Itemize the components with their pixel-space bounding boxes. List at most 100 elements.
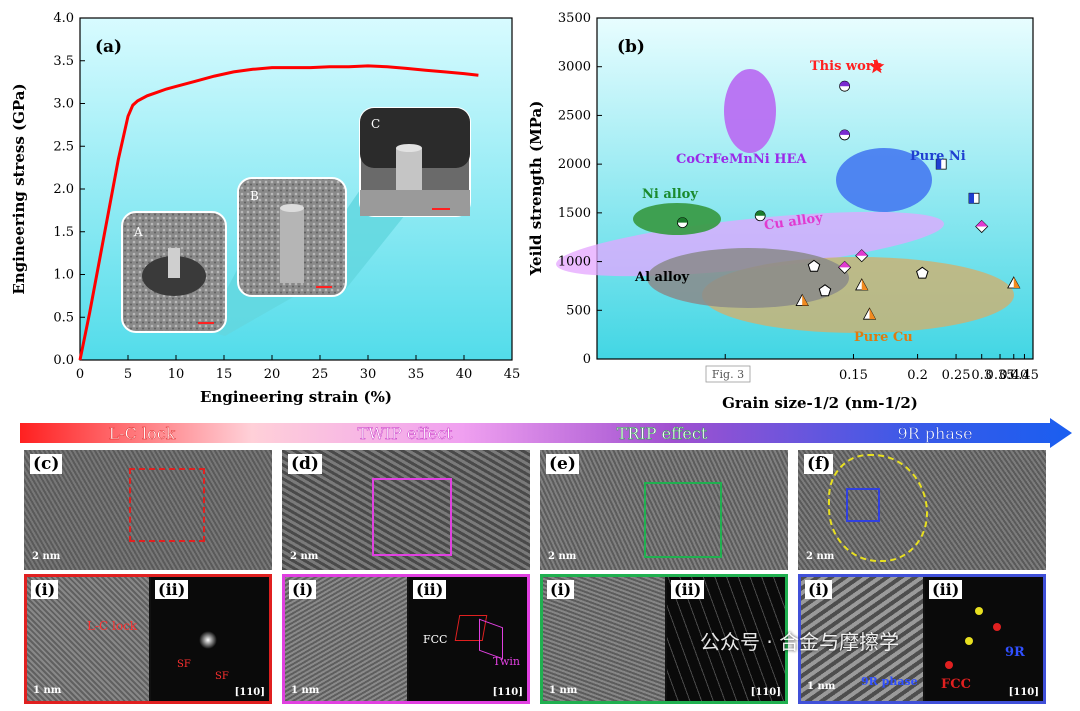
x-axis-label-a: Engineering strain (%) [200,388,392,406]
x-tick-label-a: 5 [124,367,132,382]
inset-panel-f: (i) 9R phase 1 nm (ii) 9R FCC [110] [798,574,1046,704]
twin-label: Twin [493,655,520,668]
x-tick-label-b: 0.25 [942,368,971,383]
inset-panel-e: (i) 1 nm (ii) [110] [540,574,788,704]
label-pure-cu: Pure Cu [854,330,913,345]
fft-c-ii: (ii) SF SF [110] [151,577,269,701]
panel-label-c: (c) [30,454,63,474]
data-point-al-alloy [807,259,821,272]
scale-bar-f-i: 1 nm [807,681,836,692]
label-hea: CoCrFeMnNi HEA [676,152,807,167]
sf-label-2: SF [215,671,229,682]
scale-bar-c-i: 1 nm [33,685,62,696]
band-label-trip: TRIP effect [617,424,708,443]
y-tick-label-a: 2.0 [53,182,74,197]
y-axis-label-b: Yeild strength (MPa) [527,101,545,277]
panel-label-e: (e) [546,454,579,474]
label-this-work: This work [810,59,883,74]
sub-label-e-i: (i) [547,580,575,599]
fcc-label-f: FCC [941,677,971,692]
9r-phase-label: 9R phase [861,675,918,688]
zone-axis-d: [110] [492,687,523,698]
zone-axis-f: [110] [1008,687,1039,698]
tem-image-d: (d) 2 nm [282,450,530,570]
y-tick-label-b: 500 [566,303,591,318]
x-tick-label-b: 0.3 [971,368,992,383]
zone-axis-c: [110] [234,687,265,698]
band-label-twip: TWIP effect [358,424,454,443]
data-point-this-work [869,58,885,74]
yield-strength-chart: 05001000150020002500300035000.10.150.20.… [527,11,1039,412]
x-tick-label-a: 15 [216,367,233,382]
label-pure-ni: Pure Ni [910,149,966,164]
y-tick-label-a: 1.5 [53,225,74,240]
scale-bar-f: 2 nm [806,551,835,562]
sub-label-e-ii: (ii) [671,580,705,599]
y-tick-label-b: 2000 [558,157,591,172]
hrtem-f-i: (i) 9R phase 1 nm [801,577,923,701]
x-tick-label-a: 45 [504,367,520,382]
x-tick-label-b: 0.2 [907,368,928,383]
x-tick-label-a: 10 [168,367,185,382]
x-tick-label-a: 35 [408,367,425,382]
panel-label-d: (d) [288,454,322,474]
9r-label: 9R [1005,645,1025,660]
y-tick-label-b: 3500 [558,11,591,26]
band-label-lc-lock: L-C lock [109,424,176,443]
x-tick-label-a: 40 [456,367,473,382]
y-tick-label-b: 0 [583,352,591,367]
roi-box-e [644,482,722,558]
y-tick-label-b: 1500 [558,206,591,221]
scale-bar-e: 2 nm [548,551,577,562]
band-label-9r: 9R phase [897,424,972,443]
hrtem-d-i: (i) 1 nm [285,577,407,701]
y-tick-label-a: 4.0 [53,11,74,26]
zone-axis-e: [110] [750,687,781,698]
figure-badge: Fig. 3 [712,368,744,381]
sub-label-d-i: (i) [289,580,317,599]
scale-bar-c: 2 nm [32,551,61,562]
y-tick-label-a: 3.5 [53,54,74,69]
stress-strain-curve [78,64,479,361]
sub-label-f-ii: (ii) [929,580,963,599]
fft-e-ii: (ii) [110] [667,577,785,701]
sub-label-d-ii: (ii) [413,580,447,599]
inset-panel-c: (i) L-C lock 1 nm (ii) SF SF [110] [24,574,272,704]
sub-label-c-ii: (ii) [155,580,189,599]
sub-label-c-i: (i) [31,580,59,599]
x-tick-label-a: 0 [76,367,84,382]
panel-label-b: (b) [617,37,645,57]
lc-lock-annotation: L-C lock [87,619,138,633]
tem-image-c: (c) 2 nm [24,450,272,570]
y-tick-label-a: 3.0 [53,97,74,112]
stress-strain-chart: 0 5 10 15 20 25 30 35 40 45 0.0 0.5 1.0 1.5 2.0 2.5 3.0 3… [10,11,520,406]
watermark-text: 公众号 · 合金与摩擦学 [700,630,900,654]
fft-d-ii: (ii) FCC Twin [110] [409,577,527,701]
y-tick-label-a: 0.0 [53,353,74,368]
x-tick-label-b: 0.35 [986,368,1015,383]
svg-text:C: C [371,117,380,131]
hrtem-e-i: (i) 1 nm [543,577,665,701]
x-tick-label-b: 0.45 [1010,368,1039,383]
y-tick-label-b: 1000 [558,255,591,270]
y-axis-label-a: Engineering stress (GPa) [10,83,28,294]
mechanism-band: L-C lock TWIP effect TRIP effect 9R phas… [20,418,1072,448]
x-axis-label-b: Grain size-1/2 (nm-1/2) [722,394,918,412]
roi-box-d [372,478,452,556]
data-point-al-alloy [916,266,929,279]
inset-panel-d: (i) 1 nm (ii) FCC Twin [110] [282,574,530,704]
tem-image-f: (f) 2 nm [798,450,1046,570]
scale-bar-d: 2 nm [290,551,319,562]
sub-label-f-i: (i) [805,580,833,599]
roi-box-c [129,468,205,542]
tem-image-e: (e) 2 nm [540,450,788,570]
data-point-al-alloy [818,284,832,297]
panel-label-f: (f) [804,454,834,474]
x-tick-label-a: 20 [264,367,281,382]
inset-b: B [237,177,347,297]
scale-bar-e-i: 1 nm [549,685,578,696]
x-tick-label-a: 25 [312,367,329,382]
9r-region-outline [828,454,928,562]
inset-a: A [121,211,227,333]
svg-text:A: A [133,225,143,239]
